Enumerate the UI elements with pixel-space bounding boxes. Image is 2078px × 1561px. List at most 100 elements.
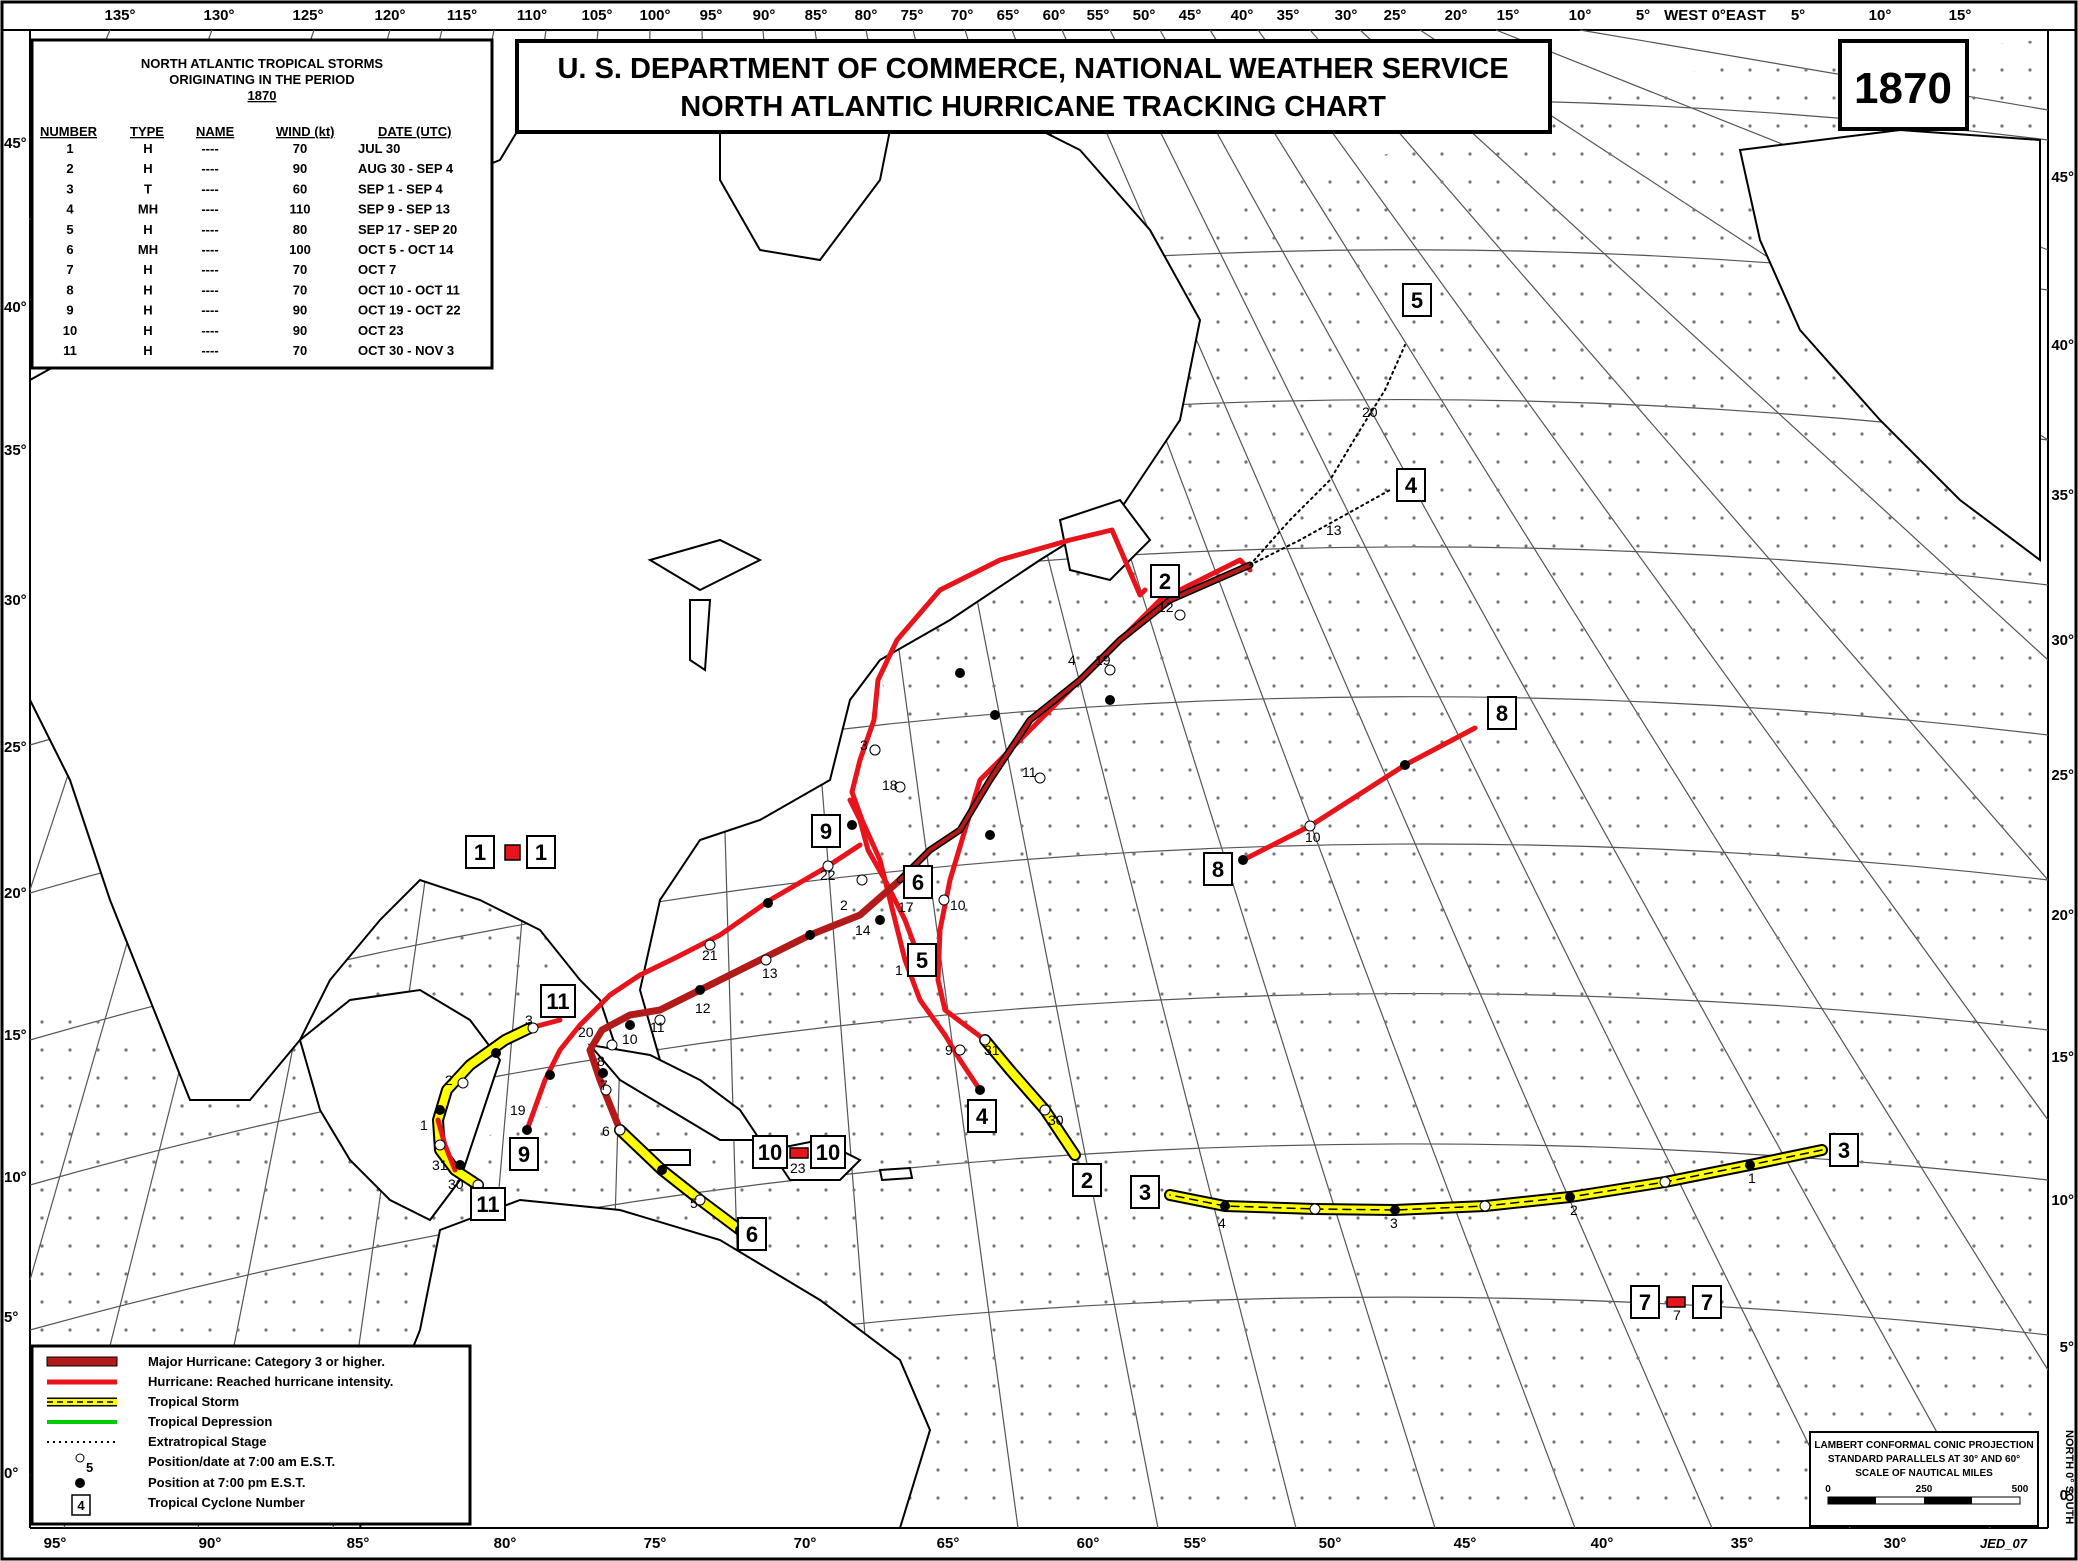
table-cell: OCT 7 bbox=[358, 262, 396, 277]
svg-text:2: 2 bbox=[1159, 569, 1171, 594]
pm-point bbox=[695, 985, 705, 995]
table-cell: AUG 30 - SEP 4 bbox=[358, 161, 454, 176]
am-point bbox=[694, 1194, 706, 1206]
table-cell: H bbox=[143, 303, 152, 318]
storm-box: 4 bbox=[1396, 468, 1426, 502]
table-header: DATE (UTC) bbox=[378, 124, 451, 139]
storm-4-extratropical bbox=[1249, 489, 1391, 566]
left-lat-label: 45° bbox=[4, 135, 27, 152]
am-point bbox=[606, 1039, 618, 1051]
am-point bbox=[979, 1034, 991, 1046]
pm-point bbox=[1304, 820, 1316, 832]
date-labels: 12 4 19 3 18 22 2 21 14 17 1 10 11 13 12… bbox=[420, 404, 1756, 1323]
storm-7-marker bbox=[1666, 1296, 1686, 1308]
pm-point bbox=[763, 898, 773, 908]
date-label: 1 bbox=[895, 962, 903, 978]
left-lat-label: 0° bbox=[4, 1465, 18, 1482]
top-lon-label: 15° bbox=[1949, 7, 1972, 24]
title-line-2: NORTH ATLANTIC HURRICANE TRACKING CHART bbox=[680, 91, 1386, 123]
date-label: 4 bbox=[1218, 1215, 1226, 1231]
svg-text:7: 7 bbox=[1701, 1290, 1713, 1315]
am-point bbox=[1104, 664, 1116, 676]
top-lon-label: 45° bbox=[1179, 7, 1202, 24]
top-lon-label: 10° bbox=[1569, 7, 1592, 24]
right-lat-label: 20° bbox=[2051, 907, 2074, 924]
am-point bbox=[1039, 1104, 1051, 1116]
storm-table: NORTH ATLANTIC TROPICAL STORMS ORIGINATI… bbox=[30, 38, 494, 370]
svg-text:2: 2 bbox=[1081, 1168, 1093, 1193]
date-label: 2 bbox=[445, 1072, 453, 1088]
date-label: 3 bbox=[525, 1012, 533, 1028]
bottom-lon-label: 85° bbox=[347, 1535, 370, 1552]
storm-box: 7 bbox=[1692, 1285, 1722, 1319]
svg-text:6: 6 bbox=[746, 1222, 758, 1247]
svg-text:9: 9 bbox=[820, 819, 832, 844]
am-point bbox=[1034, 772, 1046, 784]
am-point bbox=[527, 1022, 539, 1034]
pm-point bbox=[875, 915, 885, 925]
top-lon-label: 25° bbox=[1384, 7, 1407, 24]
right-lat-label: 45° bbox=[2051, 169, 2074, 186]
lake-superior bbox=[647, 538, 763, 592]
table-title-2: ORIGINATING IN THE PERIOD bbox=[169, 72, 354, 87]
right-lat-label: 0° bbox=[2060, 1487, 2074, 1504]
pm-point bbox=[1220, 1201, 1230, 1211]
storm-box: 9 bbox=[509, 1137, 539, 1171]
left-lat-label: 20° bbox=[4, 885, 27, 902]
left-lat-label: 25° bbox=[4, 739, 27, 756]
bottom-lon-label: 70° bbox=[794, 1535, 817, 1552]
table-cell: H bbox=[143, 161, 152, 176]
left-latitude-labels: 45° 40° 35° 30° 25° 20° 15° 10° 5° 0° bbox=[4, 135, 27, 1482]
table-cell: 100 bbox=[289, 242, 311, 257]
bottom-lon-label: 95° bbox=[44, 1535, 67, 1552]
table-cell: ---- bbox=[201, 282, 218, 297]
table-cell: 8 bbox=[66, 282, 73, 297]
am-point bbox=[1479, 1200, 1491, 1212]
pm-point bbox=[598, 1068, 608, 1078]
am-point bbox=[760, 954, 772, 966]
pm-point bbox=[1745, 1160, 1755, 1170]
top-lon-label: 40° bbox=[1231, 7, 1254, 24]
table-cell: 80 bbox=[293, 222, 307, 237]
top-lon-label: 5° bbox=[1791, 7, 1805, 24]
date-label: 20 bbox=[1362, 404, 1378, 420]
lake-michigan bbox=[689, 599, 712, 672]
puerto-rico-island bbox=[878, 1166, 914, 1182]
storm-4-track-h2 bbox=[849, 527, 1148, 795]
table-cell: SEP 9 - SEP 13 bbox=[358, 202, 450, 217]
date-label: 12 bbox=[695, 1000, 711, 1016]
date-label: 30 bbox=[1048, 1112, 1064, 1128]
pm-point bbox=[975, 1085, 985, 1095]
right-lat-label: 30° bbox=[2051, 632, 2074, 649]
right-lat-label: 35° bbox=[2051, 487, 2074, 504]
storm-box: 6 bbox=[737, 1217, 767, 1251]
table-cell: 7 bbox=[66, 262, 73, 277]
table-cell: H bbox=[143, 282, 152, 297]
bottom-lon-label: 35° bbox=[1731, 1535, 1754, 1552]
credit-label: JED_07 bbox=[1980, 1536, 2028, 1551]
storm-box: 5 bbox=[1402, 283, 1432, 317]
left-lat-label: 40° bbox=[4, 299, 27, 316]
pm-point bbox=[625, 1020, 635, 1030]
am-point bbox=[822, 860, 834, 872]
date-label: 31 bbox=[984, 1042, 1000, 1058]
table-cell: OCT 10 - OCT 11 bbox=[358, 282, 460, 297]
table-header: WIND (kt) bbox=[276, 124, 335, 139]
table-cell: 110 bbox=[290, 202, 311, 217]
pm-point bbox=[805, 930, 815, 940]
storm-2-track-h bbox=[935, 557, 1253, 1043]
pm-point bbox=[1565, 1192, 1575, 1202]
am-point bbox=[869, 744, 881, 756]
svg-text:6: 6 bbox=[912, 870, 924, 895]
table-cell: H bbox=[143, 343, 152, 358]
top-lon-label: 105° bbox=[581, 7, 612, 24]
table-cell: 10 bbox=[63, 323, 77, 338]
bottom-lon-label: 30° bbox=[1884, 1535, 1907, 1552]
top-lon-label: 80° bbox=[855, 7, 878, 24]
svg-text:10: 10 bbox=[816, 1140, 840, 1165]
table-cell: SEP 1 - SEP 4 bbox=[358, 181, 444, 196]
north-south-label: NORTH 0° SOUTH bbox=[2063, 1430, 2075, 1524]
top-lon-label: WEST 0°EAST bbox=[1664, 7, 1766, 24]
pm-point bbox=[522, 1125, 532, 1135]
